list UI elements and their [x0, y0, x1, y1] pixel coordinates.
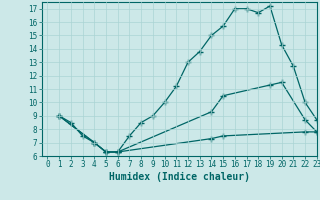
X-axis label: Humidex (Indice chaleur): Humidex (Indice chaleur): [109, 172, 250, 182]
